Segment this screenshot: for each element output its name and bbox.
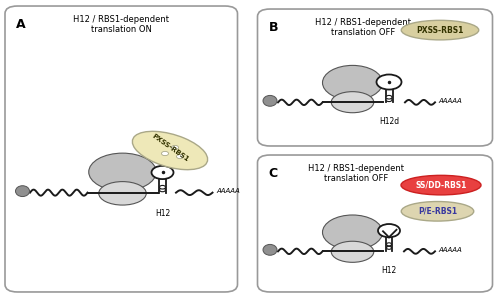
Circle shape — [172, 145, 178, 150]
Text: H12: H12 — [155, 209, 170, 218]
Circle shape — [176, 154, 184, 159]
Text: A: A — [16, 18, 26, 31]
Ellipse shape — [401, 20, 479, 40]
Text: H12d: H12d — [379, 117, 399, 126]
Circle shape — [160, 188, 166, 192]
Text: AAAAA: AAAAA — [438, 98, 462, 104]
FancyBboxPatch shape — [258, 155, 492, 292]
Ellipse shape — [401, 202, 474, 221]
Ellipse shape — [322, 65, 382, 100]
Text: SS/DD-RBS1: SS/DD-RBS1 — [416, 181, 467, 190]
Circle shape — [376, 74, 402, 90]
Text: C: C — [268, 167, 278, 180]
Ellipse shape — [99, 182, 146, 205]
Ellipse shape — [331, 92, 374, 113]
Circle shape — [160, 185, 166, 189]
Text: H12 / RBS1-dependent
translation ON: H12 / RBS1-dependent translation ON — [74, 15, 169, 34]
Text: H12: H12 — [382, 266, 396, 275]
Circle shape — [162, 151, 168, 156]
Text: PXSS-RBS1: PXSS-RBS1 — [150, 133, 190, 163]
Circle shape — [378, 224, 400, 237]
Text: AAAAA: AAAAA — [216, 188, 240, 194]
Ellipse shape — [89, 153, 156, 191]
Ellipse shape — [16, 186, 30, 197]
Circle shape — [386, 243, 392, 246]
Ellipse shape — [322, 215, 382, 250]
FancyBboxPatch shape — [5, 6, 237, 292]
Ellipse shape — [263, 95, 277, 106]
Text: P/E-RBS1: P/E-RBS1 — [418, 207, 457, 216]
Ellipse shape — [401, 175, 481, 195]
Circle shape — [386, 95, 392, 99]
Text: AAAAA: AAAAA — [438, 247, 462, 253]
Text: PXSS-RBS1: PXSS-RBS1 — [416, 26, 464, 35]
Ellipse shape — [132, 131, 208, 170]
Circle shape — [386, 246, 392, 249]
Ellipse shape — [263, 244, 277, 255]
Text: H12 / RBS1-dependent
translation OFF: H12 / RBS1-dependent translation OFF — [316, 18, 411, 37]
Text: B: B — [268, 21, 278, 34]
Circle shape — [152, 166, 174, 179]
Text: H12 / RBS1-dependent
translation OFF: H12 / RBS1-dependent translation OFF — [308, 164, 404, 183]
Circle shape — [386, 98, 392, 102]
Ellipse shape — [331, 241, 374, 262]
FancyBboxPatch shape — [258, 9, 492, 146]
